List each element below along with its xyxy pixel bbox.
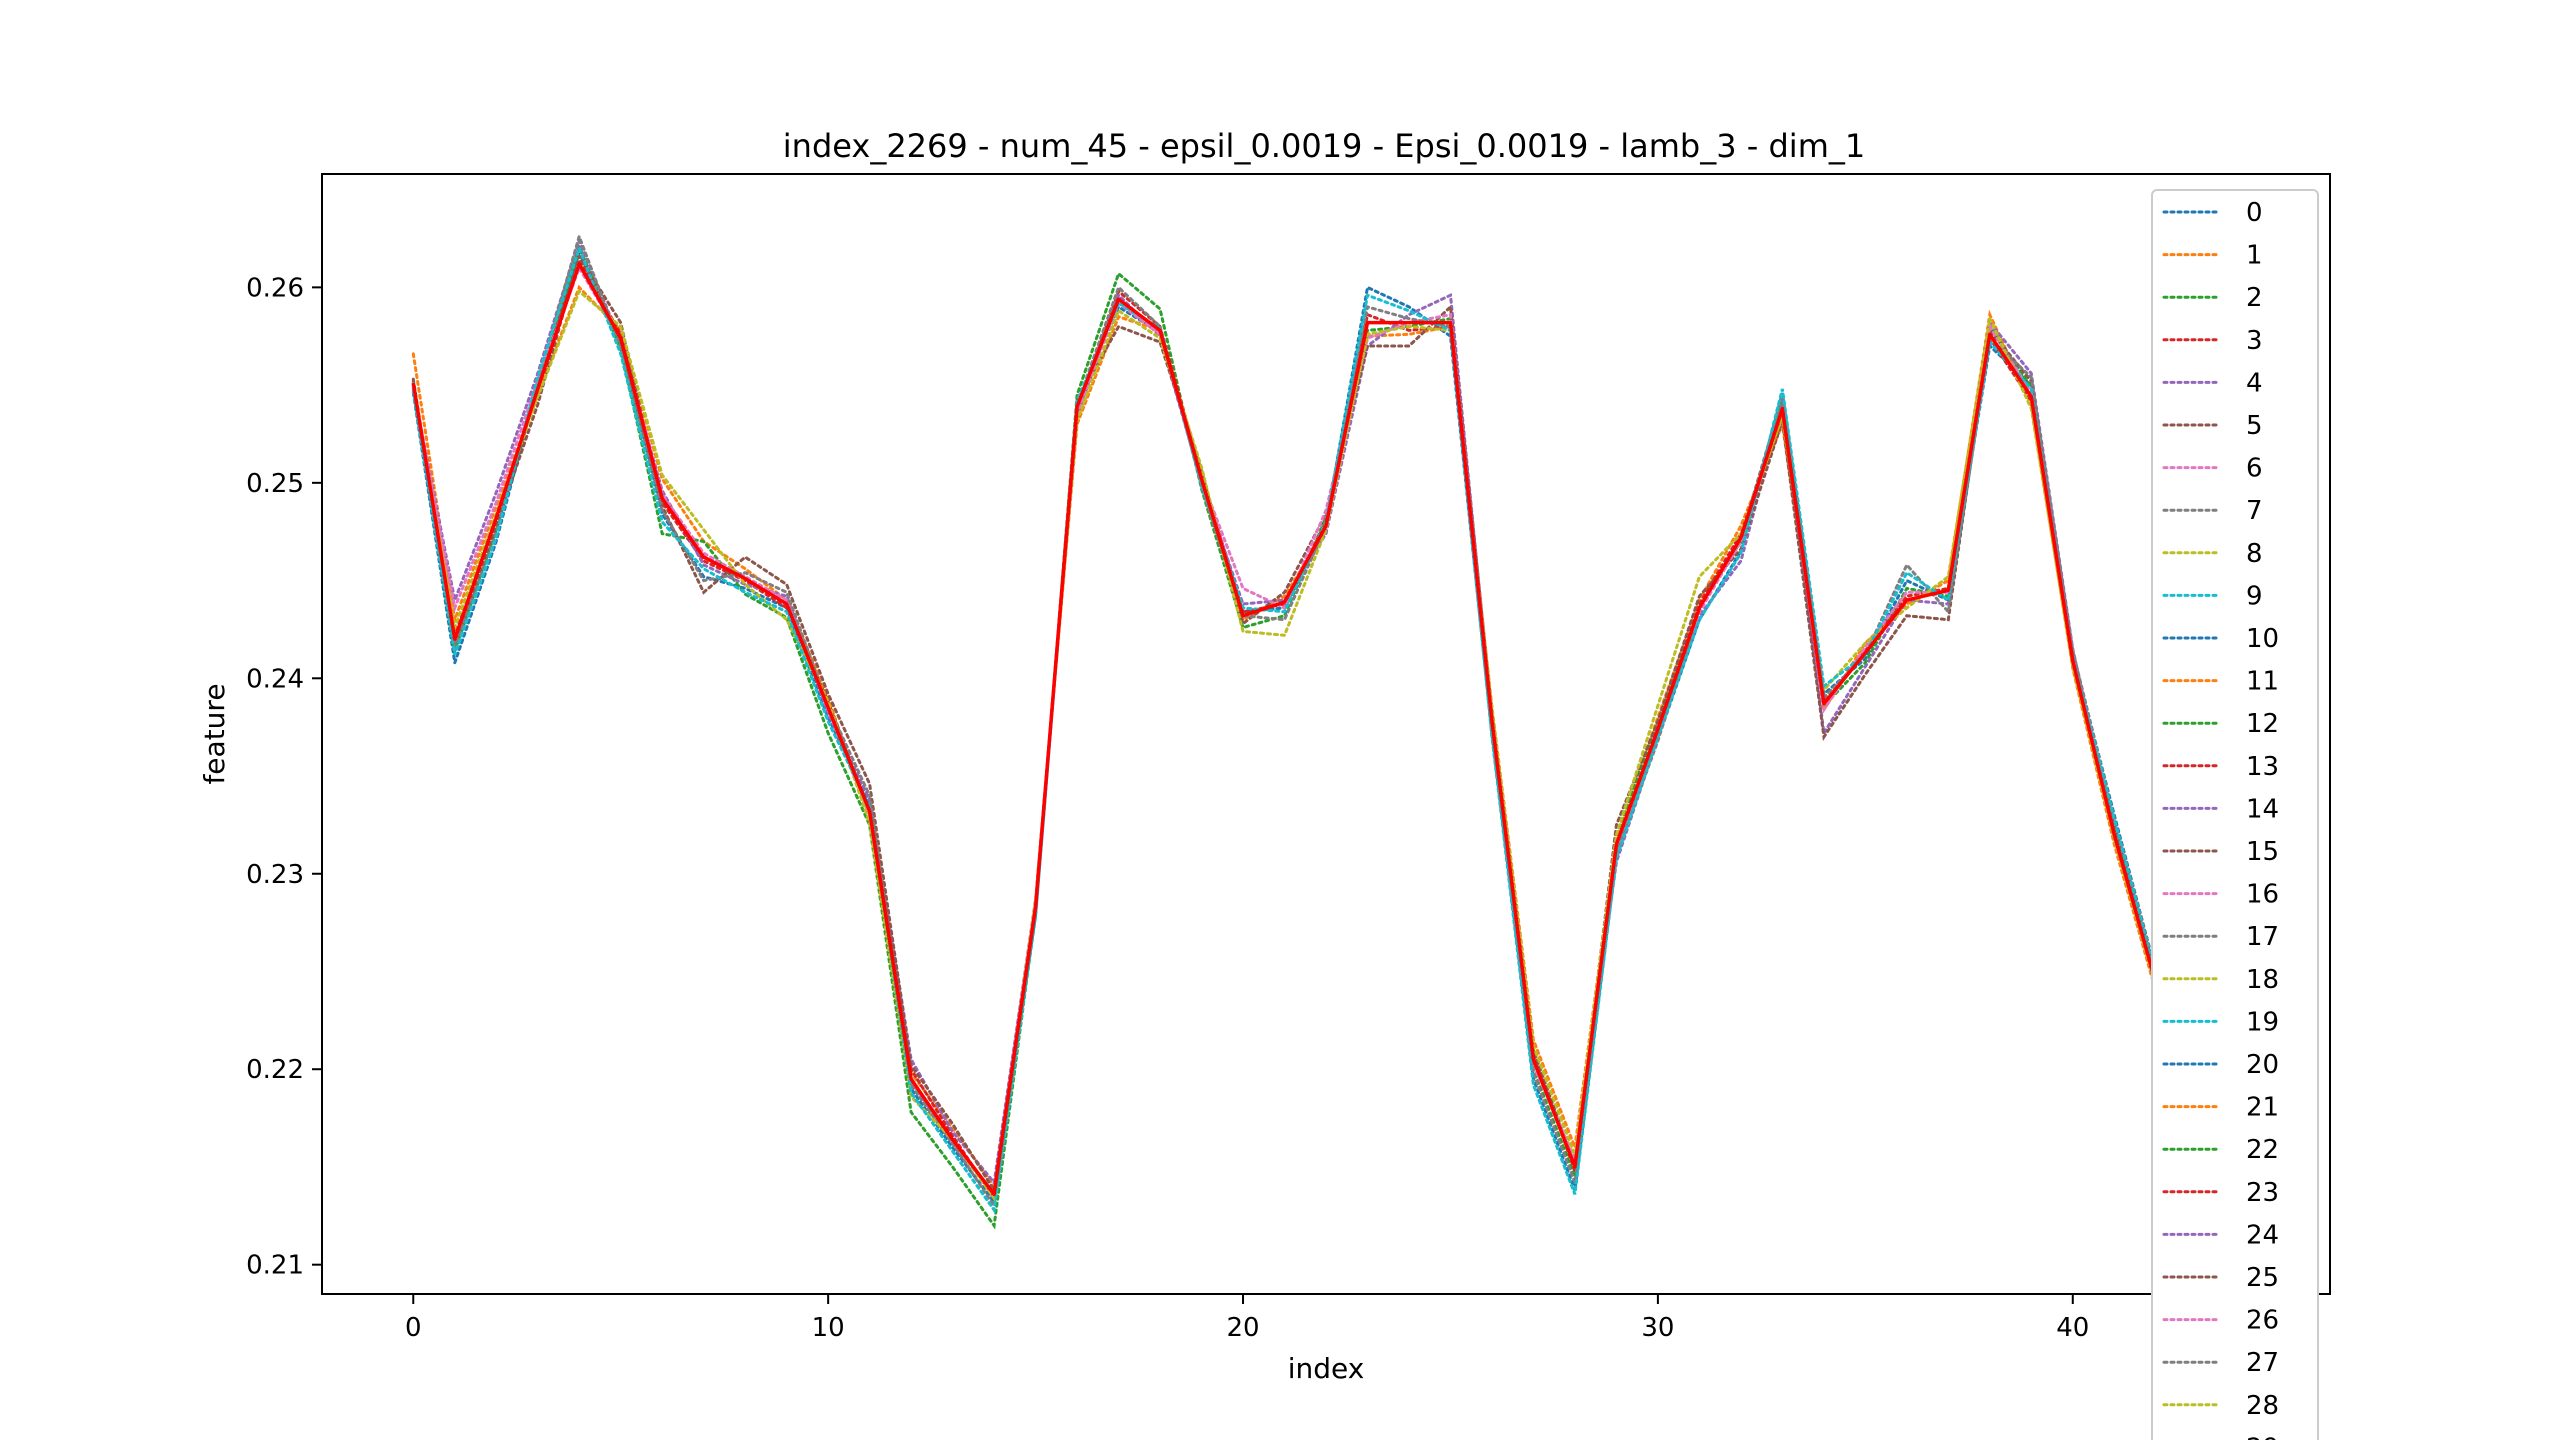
legend-label: 4 — [2246, 368, 2263, 398]
legend-label: 10 — [2246, 624, 2279, 654]
axes-frame — [321, 173, 2331, 1295]
legend-label: 9 — [2246, 581, 2263, 611]
y-tick-label: 0.25 — [246, 469, 304, 499]
legend-label: 14 — [2246, 794, 2279, 824]
x-tick-label: 20 — [1226, 1313, 1259, 1343]
legend-box — [2151, 189, 2319, 1445]
legend-label: 27 — [2246, 1348, 2279, 1378]
legend-label: 12 — [2246, 709, 2279, 739]
y-tick-label: 0.26 — [246, 273, 304, 303]
legend-label: 19 — [2246, 1007, 2279, 1037]
legend-label: 21 — [2246, 1093, 2279, 1123]
legend-label: 13 — [2246, 752, 2279, 782]
legend-label: 15 — [2246, 837, 2279, 867]
legend: 0123456789101112131415161718192021222324… — [2151, 189, 2319, 1445]
main-series-line — [411, 262, 2241, 1246]
legend-label: 8 — [2246, 539, 2263, 569]
legend-label: 1 — [2246, 241, 2263, 271]
legend-label: 5 — [2246, 411, 2263, 441]
legend-label: 16 — [2246, 880, 2279, 910]
y-axis-ticks: 0.21 0.22 0.23 0.24 0.25 0.26 — [246, 273, 322, 1281]
x-tick-label: 0 — [405, 1313, 422, 1343]
legend-label: 26 — [2246, 1306, 2279, 1336]
y-tick-label: 0.24 — [246, 664, 304, 694]
y-tick-label: 0.23 — [246, 860, 304, 890]
y-tick-label: 0.22 — [246, 1055, 304, 1085]
legend-label: 24 — [2246, 1220, 2279, 1250]
legend-label: 0 — [2246, 198, 2263, 228]
legend-label: 6 — [2246, 454, 2263, 484]
legend-label: 7 — [2246, 496, 2263, 526]
chart-title: index_2269 - num_45 - epsil_0.0019 - Eps… — [783, 127, 1865, 165]
legend-label: 20 — [2246, 1050, 2279, 1080]
legend-label: 2 — [2246, 283, 2263, 313]
series-layer — [411, 231, 2241, 1259]
legend-label: 11 — [2246, 667, 2279, 697]
legend-label: 3 — [2246, 326, 2263, 356]
x-tick-label: 40 — [2056, 1313, 2089, 1343]
legend-label: 17 — [2246, 922, 2279, 952]
legend-label: 28 — [2246, 1391, 2279, 1421]
plot-area: 0 10 20 30 40 0.210.220.230.240.250.26 — [246, 173, 2331, 1343]
legend-label: 25 — [2246, 1263, 2279, 1293]
legend-label: 22 — [2246, 1135, 2279, 1165]
x-tick-label: 10 — [812, 1313, 845, 1343]
x-tick-label: 30 — [1641, 1313, 1674, 1343]
legend-label: 18 — [2246, 965, 2279, 995]
legend-label: 23 — [2246, 1178, 2279, 1208]
legend-label: 29 — [2246, 1433, 2279, 1440]
x-axis-title: index — [1288, 1352, 1365, 1385]
y-axis-title: feature — [198, 683, 231, 784]
x-axis-ticks: 0 10 20 30 40 — [405, 1294, 2089, 1343]
y-tick-label: 0.21 — [246, 1251, 304, 1281]
series-line-8 — [411, 288, 2241, 1247]
